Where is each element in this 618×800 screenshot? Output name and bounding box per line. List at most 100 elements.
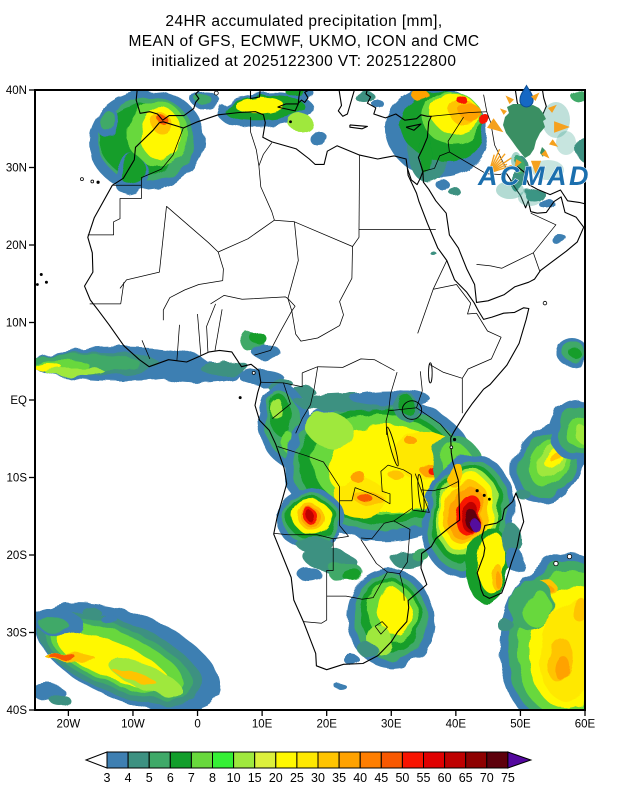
y-tick-label: 30S (7, 628, 28, 640)
colorbar-label: 4 (125, 771, 132, 785)
colorbar-box (190, 751, 213, 769)
border-line (416, 407, 451, 437)
precip-blob (45, 368, 105, 376)
island-dot (39, 272, 43, 276)
precip-blob (350, 472, 366, 482)
coastline (135, 90, 201, 121)
border-line (176, 324, 180, 361)
island-dot (452, 437, 457, 442)
precip-blob (101, 110, 115, 132)
precip-blob (449, 188, 461, 196)
logo-triangle-icon (514, 159, 522, 169)
precip-blob (398, 395, 414, 413)
border-line (162, 280, 223, 321)
precip-blob (295, 386, 315, 398)
colorbar-box (401, 751, 424, 769)
precip-blob (309, 131, 327, 145)
precip-blob (550, 451, 560, 463)
x-tick-label: 60E (575, 719, 596, 731)
border-line (287, 221, 299, 299)
coastline (476, 492, 525, 599)
precip-blob (430, 251, 436, 255)
colorbar-box (465, 751, 488, 769)
logo-triangle-icon (531, 92, 540, 101)
border-line (141, 127, 184, 186)
x-tick-label: 10E (252, 719, 273, 731)
border-line (374, 621, 388, 635)
x-tick-label: 40E (446, 719, 467, 731)
border-line (432, 260, 448, 290)
precip-blob (334, 683, 346, 689)
colorbar-label: 35 (332, 771, 346, 785)
border-line (272, 382, 291, 419)
precip-blob (269, 398, 283, 418)
colorbar-label: 30 (311, 771, 325, 785)
lake-outline (417, 474, 425, 512)
border-line (119, 206, 167, 289)
logo-background-mottle (556, 131, 576, 155)
precip-blob (357, 493, 373, 503)
precip-blob (411, 549, 429, 561)
precip-blob (497, 619, 513, 631)
precip-blob (570, 349, 582, 359)
x-tick-label: 20W (57, 719, 81, 731)
colorbar-box (359, 751, 382, 769)
border-line (302, 358, 395, 374)
logo-background-mottle (496, 181, 524, 199)
colorbar-box (106, 751, 129, 769)
border-line (295, 366, 319, 434)
y-tick-label: 30N (6, 163, 27, 175)
colorbar-label: 3 (104, 771, 111, 785)
colorbar-under-arrow (84, 751, 108, 769)
precip-blob (405, 437, 417, 445)
logo-ray-line (490, 148, 501, 169)
border-line (258, 165, 275, 221)
precip-blob (355, 91, 375, 103)
logo-ray-line (492, 160, 503, 171)
island-dot (213, 90, 219, 96)
logo-ray-line (489, 154, 495, 169)
coastline (349, 124, 368, 130)
border-line (254, 298, 293, 356)
colorbar-box (317, 751, 340, 769)
border-line (387, 464, 412, 475)
islands (35, 90, 573, 567)
precip-blob (305, 411, 355, 449)
colorbar-box (486, 751, 509, 769)
border-line (339, 464, 391, 505)
border-line (360, 520, 394, 540)
border-line (326, 538, 334, 621)
border-line (410, 473, 430, 513)
logo-background-mottle (532, 160, 564, 180)
precip-blob (80, 606, 100, 618)
precip-blob (344, 655, 360, 665)
border-line (141, 340, 151, 360)
logo-triangle-icon (487, 118, 504, 133)
colorbar-label: 60 (438, 771, 452, 785)
acmad-logo-text: ACMAD (477, 161, 591, 191)
precip-blob (554, 656, 570, 680)
precip-blob (377, 588, 411, 636)
y-tick-label: 20N (6, 240, 27, 252)
border-line (433, 284, 471, 304)
border-line (422, 151, 450, 172)
island-dot (553, 560, 559, 567)
coastline (249, 90, 261, 100)
border-line (393, 508, 413, 522)
border-line (287, 298, 340, 342)
island-dot (289, 120, 292, 124)
border-line (416, 371, 423, 408)
coastline (422, 165, 585, 303)
precip-blob (102, 615, 118, 625)
colorbar-label: 45 (374, 771, 388, 785)
logo-triangle-icon (554, 121, 570, 133)
precip-blob (460, 103, 480, 121)
colorbar-label: 25 (290, 771, 304, 785)
coastline (337, 90, 355, 117)
logo-triangle-icon (549, 139, 559, 147)
coastline (365, 90, 432, 186)
colorbar-box (169, 751, 192, 769)
border-line (303, 619, 327, 624)
island-dot (80, 177, 84, 182)
